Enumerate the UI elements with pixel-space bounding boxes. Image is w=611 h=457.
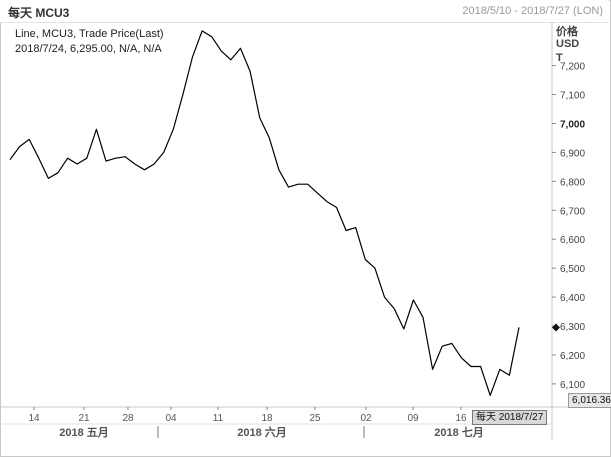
x-tick-label: 28 bbox=[122, 413, 134, 424]
x-tick-label: 25 bbox=[309, 413, 321, 424]
month-label: 2018 六月 bbox=[237, 425, 287, 439]
y-tick-label: 7,200 bbox=[560, 62, 585, 73]
y-tick-label: 6,700 bbox=[560, 206, 585, 217]
y-tick-label: 6,200 bbox=[560, 351, 585, 362]
x-tick-label: 04 bbox=[165, 413, 177, 424]
date-range: 2018/5/10 - 2018/7/27 (LON) bbox=[462, 5, 603, 17]
x-tick-label: 11 bbox=[213, 413, 224, 424]
y-tick-label: 6,800 bbox=[560, 177, 585, 188]
x-tick-label: 14 bbox=[28, 413, 40, 424]
y-tick-label: 7,000 bbox=[560, 119, 585, 130]
x-tick-label: 21 bbox=[78, 413, 90, 424]
y-unit-label-currency: USD bbox=[556, 38, 580, 50]
legend-value-readout: 2018/7/24, 6,295.00, N/A, N/A bbox=[15, 43, 162, 55]
last-value-box: 6,016.36 bbox=[568, 393, 611, 408]
cursor-date-box: 每天 2018/7/27 bbox=[472, 410, 548, 425]
y-tick-label: 6,900 bbox=[560, 148, 585, 159]
x-tick-label: 02 bbox=[360, 413, 372, 424]
month-label: 2018 七月 bbox=[434, 425, 484, 439]
x-tick-label: 09 bbox=[407, 413, 419, 424]
price-series-line bbox=[9, 30, 520, 396]
y-unit-label-price: 价格 bbox=[556, 26, 578, 38]
y-tick-label: 7,100 bbox=[560, 91, 585, 102]
legend-series-label: Line, MCU3, Trade Price(Last) bbox=[15, 28, 164, 40]
y-tick-label: 6,400 bbox=[560, 293, 585, 304]
chart-title: 每天 MCU3 bbox=[8, 6, 70, 20]
y-tick-label: 6,300 bbox=[560, 322, 585, 333]
y-tick-label: 6,500 bbox=[560, 264, 585, 275]
title-bar: 每天 MCU3 2018/5/10 - 2018/7/27 (LON) bbox=[0, 0, 609, 23]
month-label: 2018 五月 bbox=[59, 426, 109, 439]
y-tick-label: 6,100 bbox=[560, 380, 585, 391]
x-tick-label: 16 bbox=[455, 413, 467, 424]
y-tick-label: 6,600 bbox=[560, 235, 585, 246]
x-tick-label: 18 bbox=[261, 413, 273, 424]
last-price-marker bbox=[552, 323, 560, 332]
y-unit-label-ton: T bbox=[556, 52, 563, 64]
